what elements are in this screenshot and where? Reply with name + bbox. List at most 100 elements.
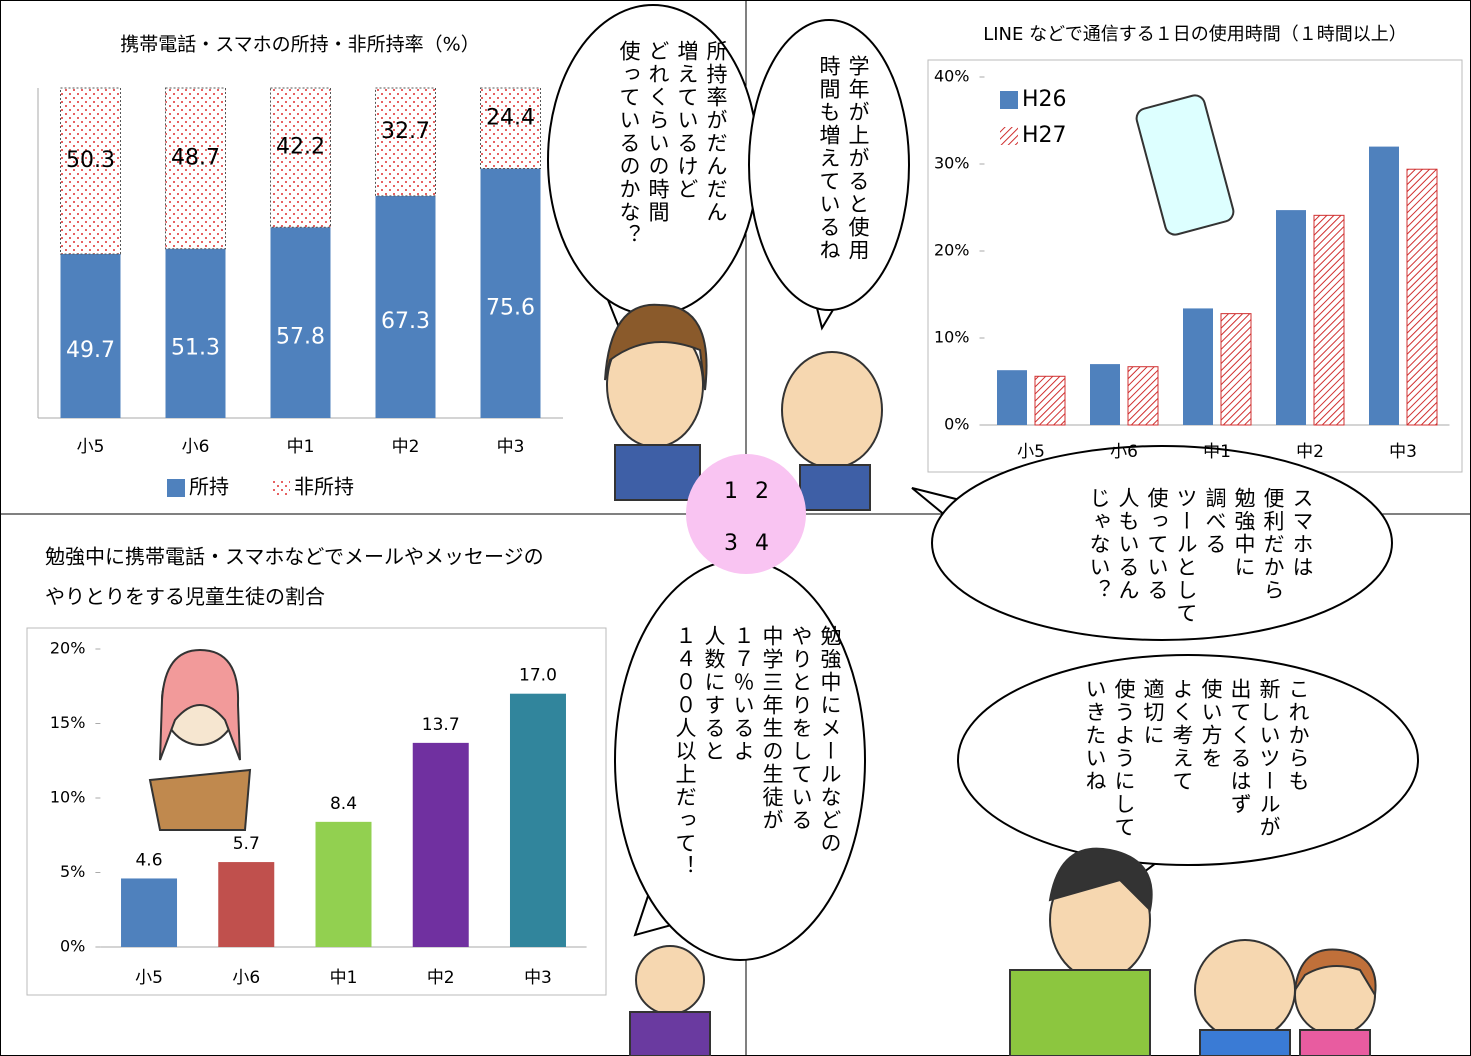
bar: [1276, 210, 1306, 425]
bar: [997, 370, 1027, 425]
bar: [1183, 308, 1213, 425]
data-label: 5.7: [233, 834, 260, 854]
x-tick-label: 小6: [182, 437, 210, 457]
x-tick-label: 小6: [1110, 442, 1138, 462]
boy-body: [629, 1011, 711, 1056]
y-tick-label: 20%: [50, 639, 86, 658]
girl-hair: [604, 303, 708, 391]
kid-face: [1194, 939, 1296, 1041]
data-label: 4.6: [135, 850, 162, 870]
data-label: 49.7: [66, 338, 115, 363]
legend-label: H27: [1022, 123, 1067, 148]
x-tick-label: 小5: [1017, 442, 1045, 462]
chart-title: やりとりをする児童生徒の割合: [45, 585, 325, 609]
x-tick-label: 中3: [497, 437, 525, 457]
y-tick-label: 30%: [934, 154, 970, 173]
kid-body: [1299, 1029, 1371, 1056]
bar: [1090, 364, 1120, 425]
legend-swatch: [167, 479, 185, 497]
panel-number: 3: [724, 531, 738, 556]
data-label: 42.2: [276, 135, 325, 160]
bar-segment: [60, 87, 121, 255]
bubble-text: 勉強中に: [1232, 487, 1256, 579]
data-label: 48.7: [171, 145, 220, 170]
x-tick-label: 中3: [524, 968, 552, 988]
bar: [1220, 313, 1252, 426]
speech-bubbles: [547, 4, 1419, 961]
bubble-text: 使い方を: [1199, 678, 1223, 770]
legend-swatch: [1000, 127, 1018, 145]
characters: [148, 94, 1377, 1056]
panel-number-circle: [686, 454, 806, 574]
bar: [412, 742, 469, 947]
data-label: 13.7: [422, 715, 460, 735]
bar-segment: [60, 253, 121, 418]
x-tick-label: 小5: [135, 968, 163, 988]
bubble-text: じゃない？: [1087, 487, 1111, 602]
teen-hair: [1048, 847, 1153, 913]
panel-number: 4: [755, 531, 769, 556]
bubble-text: スマホは: [1290, 487, 1314, 579]
y-tick-label: 0%: [944, 415, 969, 434]
kid-hair: [1294, 948, 1377, 999]
panel-number: 2: [755, 479, 769, 504]
girl-body: [614, 444, 701, 501]
boy-face: [635, 945, 705, 1015]
bar-segment: [270, 87, 331, 228]
x-tick-label: 中2: [1296, 442, 1324, 462]
bubble-text: 学年が上がると使用: [846, 55, 870, 262]
data-label: 8.4: [330, 794, 357, 814]
bubble-text: 中学三年生の生徒が: [760, 625, 784, 832]
bar: [315, 821, 372, 947]
legend-swatch: [1000, 91, 1018, 109]
bubble-text: どれくらいの時間: [646, 40, 670, 224]
y-tick-label: 10%: [50, 788, 86, 807]
panel-numbers: 1 2 3 4: [724, 479, 769, 556]
bubble-text: 勉強中にメールなどの: [818, 625, 842, 855]
data-label: 57.8: [276, 325, 325, 350]
data-label: 67.3: [381, 309, 430, 334]
y-tick-label: 15%: [50, 713, 86, 732]
bubble-text: やりとりをしている: [789, 625, 813, 832]
bubble-text: 適切に: [1141, 678, 1165, 747]
bar: [1369, 146, 1399, 425]
teen-body: [1009, 969, 1151, 1056]
x-tick-label: 小5: [77, 437, 105, 457]
bubble-text: 調べる: [1203, 487, 1227, 556]
x-tick-label: 中3: [1389, 442, 1417, 462]
x-tick-label: 中2: [427, 968, 455, 988]
bubble-text: 出てくるはず: [1228, 678, 1252, 816]
x-tick-label: 中1: [330, 968, 358, 988]
y-tick-label: 10%: [934, 328, 970, 347]
bar: [121, 878, 178, 947]
bar-segment: [480, 87, 541, 170]
legend-label: 所持: [189, 475, 229, 499]
bubble-text: 時間も増えているね: [817, 55, 841, 262]
x-tick-label: 中2: [392, 437, 420, 457]
bubble: [931, 445, 1393, 641]
bar-segment: [270, 227, 331, 418]
bubble-text: 使っている: [1145, 487, 1169, 602]
bubble-text: 人もいるん: [1116, 487, 1140, 602]
desk: [148, 768, 252, 831]
bubble-text: これからも: [1286, 678, 1310, 793]
y-tick-label: 20%: [934, 241, 970, 260]
bubble-text: 人数にすると: [702, 625, 726, 763]
y-tick-label: 5%: [60, 862, 85, 881]
bar: [509, 693, 566, 947]
legend-label: H26: [1022, 87, 1067, 112]
data-label: 75.6: [486, 295, 535, 320]
student-hair: [159, 648, 241, 761]
bubble-text: １４００人以上だって！: [673, 625, 697, 878]
bubble-text: １７％いるよ: [731, 625, 755, 763]
bar-segment: [165, 248, 226, 418]
data-label: 32.7: [381, 119, 430, 144]
bubble-text: 増えているけど: [675, 40, 699, 201]
chart-title: 携帯電話・スマホの所持・非所持率（%）: [120, 34, 480, 56]
kid-body: [1199, 1029, 1291, 1056]
y-tick-label: 40%: [934, 67, 970, 86]
bubble-text: 便利だから: [1261, 487, 1285, 602]
bubble: [957, 654, 1419, 866]
bar: [1034, 375, 1066, 426]
